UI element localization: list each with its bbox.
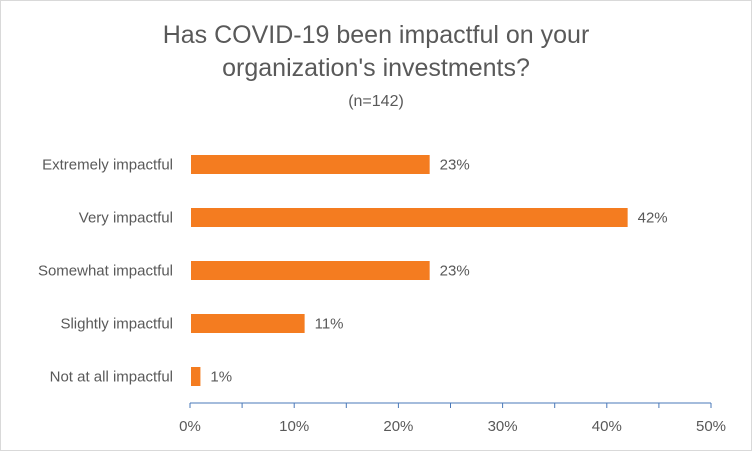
x-axis-tick-label: 20% xyxy=(383,418,413,435)
category-label: Not at all impactful xyxy=(50,369,173,386)
x-axis-tick-label: 40% xyxy=(592,418,622,435)
x-axis-tick-label: 10% xyxy=(279,418,309,435)
x-axis-tick-label: 30% xyxy=(488,418,518,435)
data-label: 23% xyxy=(440,157,470,174)
chart-title-line-2: organization's investments? xyxy=(222,54,530,82)
chart-title: Has COVID-19 been impactful on your orga… xyxy=(1,19,751,85)
bar xyxy=(191,208,628,227)
x-axis-tick-label: 0% xyxy=(179,418,201,435)
chart-subtitle: (n=142) xyxy=(348,93,404,110)
category-label: Very impactful xyxy=(79,210,173,227)
bar xyxy=(191,367,201,386)
chart-title-line-1: Has COVID-19 been impactful on your xyxy=(162,21,590,49)
category-label: Slightly impactful xyxy=(60,316,173,333)
data-label: 42% xyxy=(638,210,668,227)
x-axis-tick-label: 50% xyxy=(696,418,726,435)
data-label: 23% xyxy=(440,263,470,280)
category-label: Somewhat impactful xyxy=(38,263,173,280)
data-label: 11% xyxy=(315,316,344,333)
data-label: 1% xyxy=(210,369,232,386)
bar xyxy=(191,314,305,333)
bar xyxy=(191,261,430,280)
category-label: Extremely impactful xyxy=(42,157,173,174)
bar xyxy=(191,155,430,174)
